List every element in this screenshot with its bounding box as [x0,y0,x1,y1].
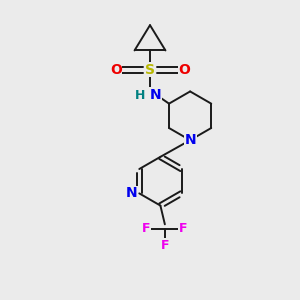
Text: N: N [184,133,196,147]
Text: N: N [126,186,138,200]
Text: F: F [179,222,188,235]
Text: O: O [178,63,190,77]
Text: H: H [135,88,146,101]
Text: O: O [110,63,122,77]
Text: F: F [160,238,169,252]
Text: F: F [142,222,151,235]
Text: S: S [145,63,155,77]
Text: N: N [149,88,161,102]
